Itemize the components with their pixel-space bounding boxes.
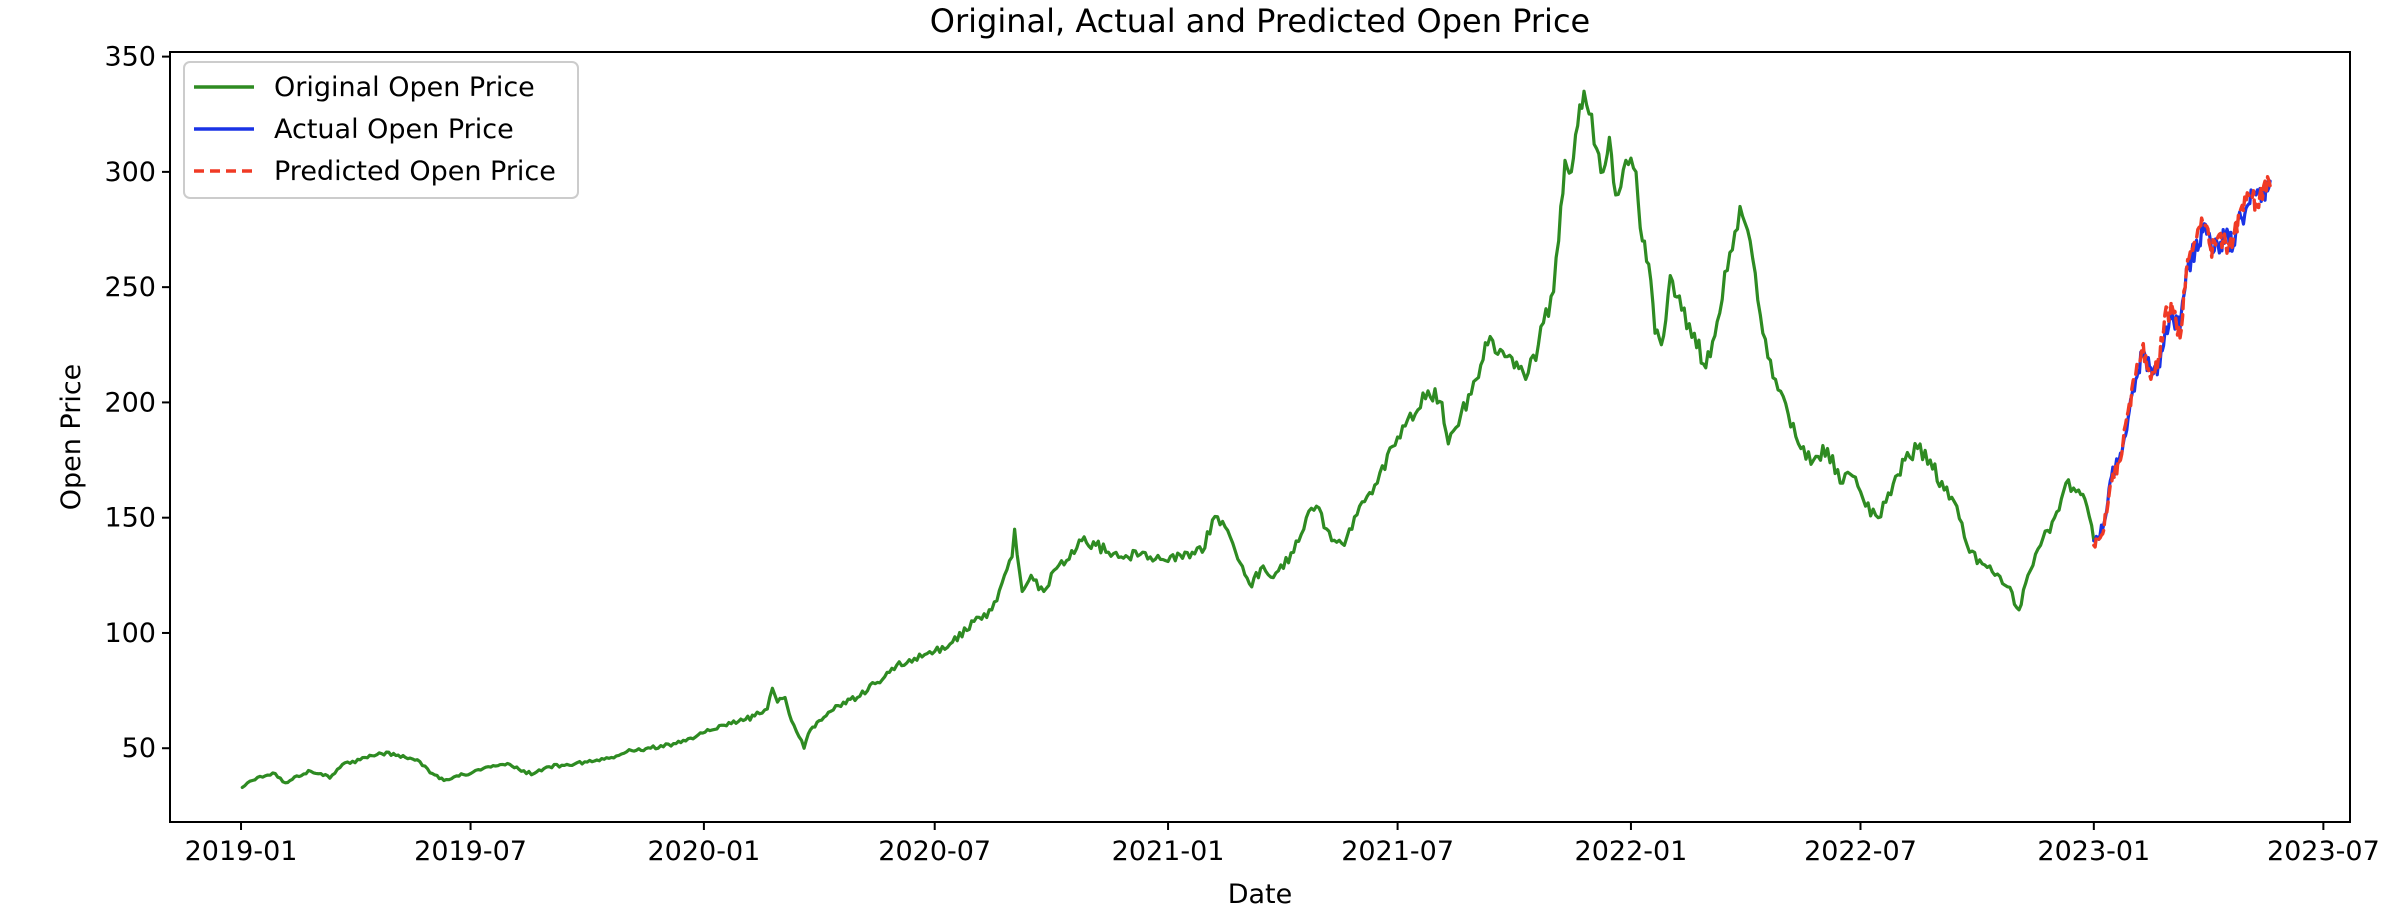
y-tick-label: 150 <box>104 503 156 534</box>
y-tick-label: 50 <box>122 733 156 764</box>
original-series-line <box>240 89 2096 790</box>
y-axis-label: Open Price <box>56 364 87 511</box>
x-tick-label: 2021-07 <box>1341 836 1454 867</box>
x-tick-label: 2019-01 <box>185 836 298 867</box>
y-tick-label: 100 <box>104 618 156 649</box>
x-tick-label: 2020-07 <box>878 836 991 867</box>
legend: Original Open Price Actual Open Price Pred… <box>183 61 579 199</box>
x-tick-label: 2023-01 <box>2037 836 2150 867</box>
x-tick-label: 2022-01 <box>1575 836 1688 867</box>
legend-item-label: Actual Open Price <box>274 114 514 145</box>
plot-frame <box>169 51 2351 823</box>
y-tick-label: 350 <box>104 42 156 73</box>
x-axis-label: Date <box>1228 879 1293 910</box>
legend-item-label: Predicted Open Price <box>274 156 556 187</box>
x-tick-label: 2019-07 <box>414 836 527 867</box>
y-tick-label: 250 <box>104 272 156 303</box>
y-axis: 50 100 150 200 250 300 350 <box>104 42 170 764</box>
x-tick-label: 2022-07 <box>1804 836 1917 867</box>
plot-area <box>240 89 2272 790</box>
x-tick-label: 2023-07 <box>2267 836 2380 867</box>
predicted-series-line <box>2092 175 2272 549</box>
x-tick-label: 2021-01 <box>1112 836 1225 867</box>
chart-title: Original, Actual and Predicted Open Pric… <box>930 2 1590 40</box>
y-tick-label: 200 <box>104 387 156 418</box>
legend-box <box>183 61 579 199</box>
legend-item-label: Original Open Price <box>274 72 535 103</box>
x-axis: 2019-01 2019-07 2020-01 2020-07 2021-01 2021-… <box>185 822 2380 867</box>
x-tick-label: 2020-01 <box>647 836 760 867</box>
y-tick-label: 300 <box>104 157 156 188</box>
